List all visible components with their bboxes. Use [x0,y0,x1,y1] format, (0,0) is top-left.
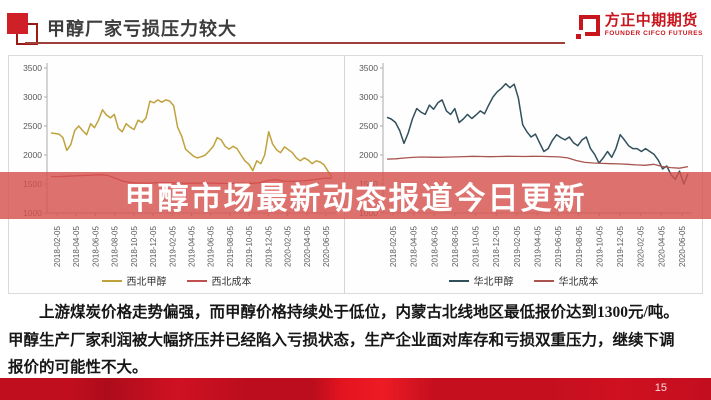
svg-text:2019-12-05: 2019-12-05 [264,226,273,267]
svg-text:2018-06-05: 2018-06-05 [91,226,100,267]
svg-text:2019-12-05: 2019-12-05 [616,226,625,267]
svg-text:3500: 3500 [359,63,378,73]
logo-subtitle: FOUNDER CIFCO FUTURES [604,30,703,37]
legend-item: 西北成本 [186,273,252,288]
legend-label: 华北成本 [558,277,599,288]
svg-text:2018-12-05: 2018-12-05 [149,226,158,267]
svg-text:2018-10-05: 2018-10-05 [130,226,139,267]
svg-text:3000: 3000 [359,92,378,102]
legend-item: 华北成本 [533,273,599,288]
svg-text:3500: 3500 [23,63,42,73]
svg-text:2019-06-05: 2019-06-05 [207,226,216,267]
line-swatch-icon [533,279,554,282]
svg-text:2018-02-05: 2018-02-05 [53,226,62,267]
svg-text:2020-04-05: 2020-04-05 [303,226,312,267]
commentary-paragraph: 上游煤炭价格走势偏强，而甲醇价格持续处于低位，内蒙古北线地区最低报价达到1300… [8,299,705,382]
commentary-line: 甲醇生产厂家利润被大幅挤压并已经陷入亏损状态，生产企业面对库存和亏损双重压力，继… [8,331,675,349]
founder-square-logo-icon [575,15,600,39]
page-title: 甲醇厂家亏损压力较大 [47,19,237,39]
logo-name: 方正中期期货 [604,12,698,29]
svg-text:2018-08-05: 2018-08-05 [451,226,460,267]
commentary-line: 上游煤炭价格走势偏强，而甲醇价格持续处于低位，内蒙古北线地区最低报价达到1300… [39,304,679,321]
page-number: 15 [654,382,667,394]
svg-text:2500: 2500 [23,121,42,131]
svg-text:2018-02-05: 2018-02-05 [389,226,398,267]
news-banner-text: 甲醇市场最新动态报道今日更新 [124,181,587,216]
svg-text:2018-04-05: 2018-04-05 [410,226,419,267]
svg-text:2018-10-05: 2018-10-05 [472,226,481,267]
svg-text:2019-02-05: 2019-02-05 [168,226,177,267]
svg-text:2018-12-05: 2018-12-05 [492,226,501,267]
svg-text:2018-06-05: 2018-06-05 [430,226,439,267]
line-swatch-icon [101,279,122,282]
footer-bar: 15 [0,378,711,400]
svg-text:2020-02-05: 2020-02-05 [284,226,293,267]
svg-text:2019-06-05: 2019-06-05 [554,226,563,267]
legend-label: 西北甲醇 [126,277,167,288]
commentary-line: 报价的可能性不大。 [8,359,148,376]
svg-text:2019-08-05: 2019-08-05 [575,226,584,267]
svg-text:2000: 2000 [23,150,42,160]
northchina-chart-legend: 华北甲醇 华北成本 [345,273,702,288]
title-accent-square-icon [7,13,28,34]
legend-item: 华北甲醇 [448,273,514,288]
line-swatch-icon [186,279,207,282]
svg-text:2019-10-05: 2019-10-05 [245,226,254,267]
svg-text:2018-08-05: 2018-08-05 [111,226,120,267]
title-divider [25,42,565,44]
logo-notch [576,30,585,38]
svg-text:2019-10-05: 2019-10-05 [595,226,604,267]
legend-label: 西北成本 [211,277,252,288]
svg-text:2000: 2000 [359,150,378,160]
svg-text:2020-06-05: 2020-06-05 [678,226,687,267]
legend-label: 华北甲醇 [473,277,514,288]
svg-text:2020-02-05: 2020-02-05 [637,226,646,267]
line-swatch-icon [448,279,469,282]
svg-text:2020-04-05: 2020-04-05 [657,226,666,267]
news-banner: 甲醇市场最新动态报道今日更新 [0,172,711,219]
svg-text:2019-04-05: 2019-04-05 [534,226,543,267]
svg-text:2019-02-05: 2019-02-05 [513,226,522,267]
svg-text:2020-06-05: 2020-06-05 [322,226,331,267]
svg-text:2019-04-05: 2019-04-05 [188,226,197,267]
svg-text:3000: 3000 [23,92,42,102]
svg-text:2019-08-05: 2019-08-05 [226,226,235,267]
company-logo: 方正中期期货 FOUNDER CIFCO FUTURES [575,12,703,39]
legend-item: 西北甲醇 [101,273,167,288]
logo-tab [575,34,581,39]
northwest-chart-legend: 西北甲醇 西北成本 [9,273,344,288]
svg-text:2018-04-05: 2018-04-05 [72,226,81,267]
svg-text:2500: 2500 [359,121,378,131]
